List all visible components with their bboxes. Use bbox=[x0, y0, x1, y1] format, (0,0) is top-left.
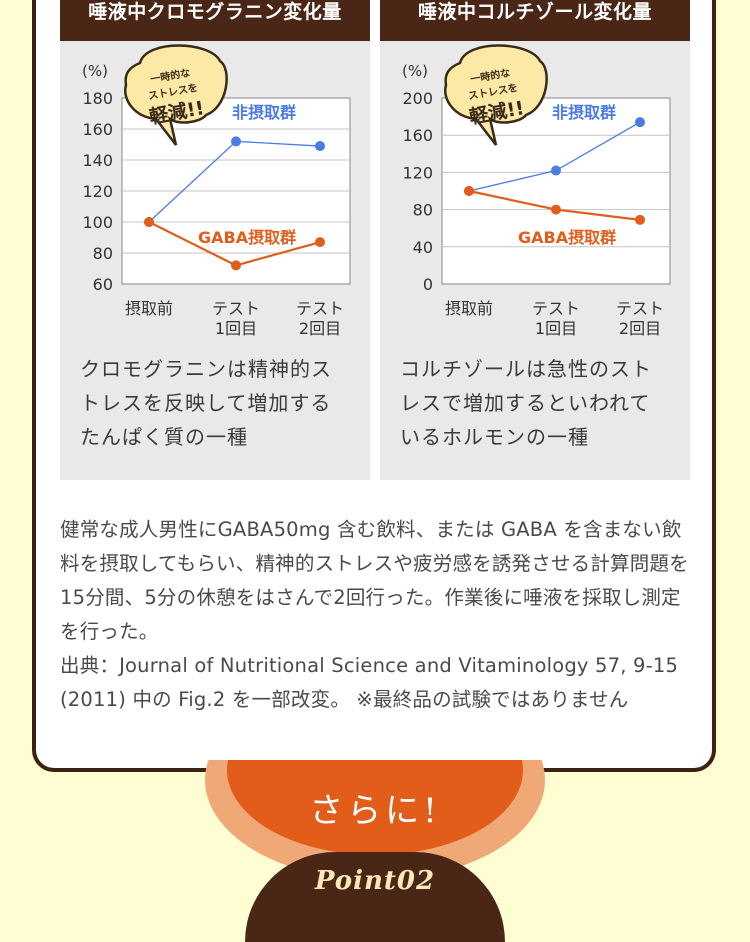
y-tick-label: 180 bbox=[82, 89, 113, 108]
y-tick-label: 40 bbox=[413, 238, 433, 257]
x-tick-label: テスト 1回目 bbox=[212, 299, 260, 338]
study-paragraph: 健常な成人男性にGABA50mg 含む飲料、または GABA を含まない飲料を摂… bbox=[60, 518, 689, 643]
data-point bbox=[635, 117, 645, 128]
series-label: GABA摂取群 bbox=[518, 228, 616, 247]
chart-title: 唾液中コルチゾール変化量 bbox=[380, 0, 690, 41]
sarani-label: さらに! bbox=[309, 791, 441, 831]
y-tick-label: 160 bbox=[82, 120, 113, 139]
data-point bbox=[231, 260, 241, 271]
point-label: Point02 bbox=[314, 866, 436, 896]
study-description: 健常な成人男性にGABA50mg 含む飲料、または GABA を含まない飲料を摂… bbox=[60, 513, 700, 717]
y-tick-label: 80 bbox=[413, 201, 433, 220]
data-point bbox=[144, 217, 154, 227]
y-tick-label: 0 bbox=[423, 275, 433, 294]
data-point bbox=[551, 204, 561, 215]
data-point bbox=[551, 165, 561, 176]
study-card: 唾液中クロモグラニン変化量 60 80 100 120 140 160 180 (%) 摂取前 テ… bbox=[32, 0, 716, 772]
speech-bubble bbox=[123, 44, 228, 146]
y-tick-label: 80 bbox=[93, 244, 113, 263]
data-point bbox=[315, 141, 325, 152]
y-tick-label: 140 bbox=[82, 151, 113, 170]
data-point bbox=[315, 237, 325, 248]
chart-description: コルチゾールは急性のスト レスで増加するといわれて いるホルモンの一種 bbox=[400, 357, 652, 449]
series-label: GABA摂取群 bbox=[198, 228, 296, 247]
cortisol-panel: 唾液中コルチゾール変化量 0 40 80 120 160 200 (%) 摂取前 テスト 1回目テ… bbox=[380, 0, 690, 480]
y-tick-label: 100 bbox=[82, 213, 113, 232]
y-axis-unit: (%) bbox=[402, 62, 428, 80]
y-tick-label: 120 bbox=[402, 163, 433, 182]
data-point bbox=[231, 136, 241, 147]
chart-description: クロモグラニンは精神的ス トレスを反映して増加する たんぱく質の一種 bbox=[80, 357, 332, 449]
x-tick-label: 摂取前 bbox=[445, 299, 493, 318]
y-tick-label: 160 bbox=[402, 126, 433, 145]
x-tick-label: テスト 2回目 bbox=[296, 299, 344, 338]
x-tick-label: テスト 1回目 bbox=[532, 299, 580, 338]
chromogranin-panel: 唾液中クロモグラニン変化量 60 80 100 120 140 160 180 (%) 摂取前 テ… bbox=[60, 0, 370, 480]
source-citation: 出典：Journal of Nutritional Science and Vi… bbox=[60, 654, 679, 711]
y-tick-label: 200 bbox=[402, 89, 433, 108]
sarani-badge bbox=[205, 760, 545, 880]
series-label: 非摂取群 bbox=[232, 103, 296, 122]
chart-title: 唾液中クロモグラニン変化量 bbox=[60, 0, 370, 41]
speech-bubble bbox=[443, 44, 548, 146]
data-point bbox=[635, 214, 645, 225]
data-point bbox=[464, 186, 474, 196]
y-axis-unit: (%) bbox=[82, 62, 108, 80]
x-tick-label: テスト 2回目 bbox=[616, 299, 664, 338]
plot-area bbox=[441, 97, 671, 285]
y-tick-label: 120 bbox=[82, 182, 113, 201]
y-tick-label: 60 bbox=[93, 275, 113, 294]
x-tick-label: 摂取前 bbox=[125, 299, 173, 318]
series-label: 非摂取群 bbox=[552, 103, 616, 122]
